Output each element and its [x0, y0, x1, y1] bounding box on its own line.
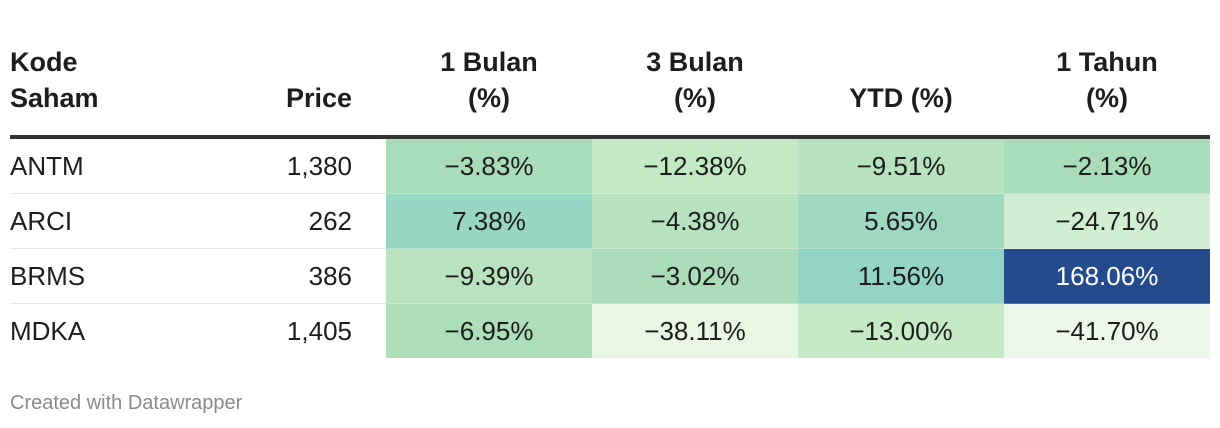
header-3-bulan[interactable]: 3 Bulan (%) — [592, 44, 798, 139]
table-row-brms: BRMS 386 −9.39% −3.02% 11.56% 168.06% — [10, 248, 1210, 304]
header-kode-saham[interactable]: Kode Saham — [10, 44, 286, 139]
cell-1-bulan: −6.95% — [386, 303, 592, 358]
cell-1-tahun: 168.06% — [1004, 248, 1210, 304]
cell-3-bulan: −3.02% — [592, 248, 798, 304]
table-row-antm: ANTM 1,380 −3.83% −12.38% −9.51% −2.13% — [10, 137, 1210, 194]
header-1-tahun-line-2: (%) — [1086, 83, 1128, 113]
header-kode-saham-line-2: Saham — [10, 83, 99, 113]
cell-price: 262 — [286, 193, 386, 249]
table-row-arci: ARCI 262 7.38% −4.38% 5.65% −24.71% — [10, 193, 1210, 249]
header-3-bulan-line-2: (%) — [674, 83, 716, 113]
header-ytd[interactable]: YTD (%) — [798, 44, 1004, 139]
cell-price: 386 — [286, 248, 386, 304]
header-1-tahun-line-1: 1 Tahun — [1056, 47, 1158, 77]
stock-performance-table: Kode Saham Price 1 Bulan (%) 3 Bulan (%)… — [10, 44, 1210, 358]
cell-3-bulan: −38.11% — [592, 303, 798, 358]
cell-code: ARCI — [10, 193, 286, 249]
header-price[interactable]: Price — [286, 44, 386, 139]
cell-code: ANTM — [10, 137, 286, 194]
header-ytd-line-1: YTD (%) — [849, 83, 953, 113]
cell-code: MDKA — [10, 316, 86, 346]
header-1-bulan-line-1: 1 Bulan — [440, 47, 538, 77]
header-kode-saham-line-1: Kode — [10, 47, 78, 77]
header-1-tahun[interactable]: 1 Tahun (%) — [1004, 44, 1210, 139]
cell-1-bulan: 7.38% — [386, 193, 592, 249]
cell-ytd: 11.56% — [798, 248, 1004, 304]
header-row: Kode Saham Price 1 Bulan (%) 3 Bulan (%)… — [10, 44, 1210, 139]
stock-performance-table-wrap: Kode Saham Price 1 Bulan (%) 3 Bulan (%)… — [10, 44, 1210, 358]
table-row-mdka: MDKA 1,405 −6.95% −38.11% −13.00% −41.70… — [10, 303, 1210, 358]
datawrapper-credit[interactable]: Created with Datawrapper — [10, 392, 243, 414]
cell-3-bulan: −4.38% — [592, 193, 798, 249]
cell-code: BRMS — [10, 248, 286, 304]
cell-3-bulan: −12.38% — [592, 137, 798, 194]
header-price-line-1: Price — [286, 83, 353, 113]
cell-price: 1,380 — [286, 137, 386, 194]
cell-1-bulan: −9.39% — [386, 248, 592, 304]
cell-1-bulan: −3.83% — [386, 137, 592, 194]
cell-1-tahun: −2.13% — [1004, 137, 1210, 194]
cell-1-tahun: −24.71% — [1004, 193, 1210, 249]
cell-ytd: −9.51% — [798, 137, 1004, 194]
cell-price: 1,405 — [286, 316, 352, 346]
cell-1-tahun: −41.70% — [1004, 303, 1210, 358]
cell-ytd: 5.65% — [798, 193, 1004, 249]
cell-ytd: −13.00% — [798, 303, 1004, 358]
header-1-bulan-line-2: (%) — [468, 83, 510, 113]
header-1-bulan[interactable]: 1 Bulan (%) — [386, 44, 592, 139]
header-3-bulan-line-1: 3 Bulan — [646, 47, 744, 77]
